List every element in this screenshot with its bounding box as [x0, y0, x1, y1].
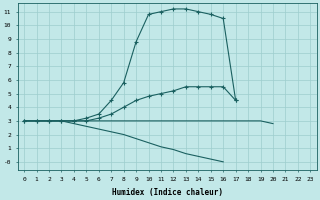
X-axis label: Humidex (Indice chaleur): Humidex (Indice chaleur): [112, 188, 223, 197]
